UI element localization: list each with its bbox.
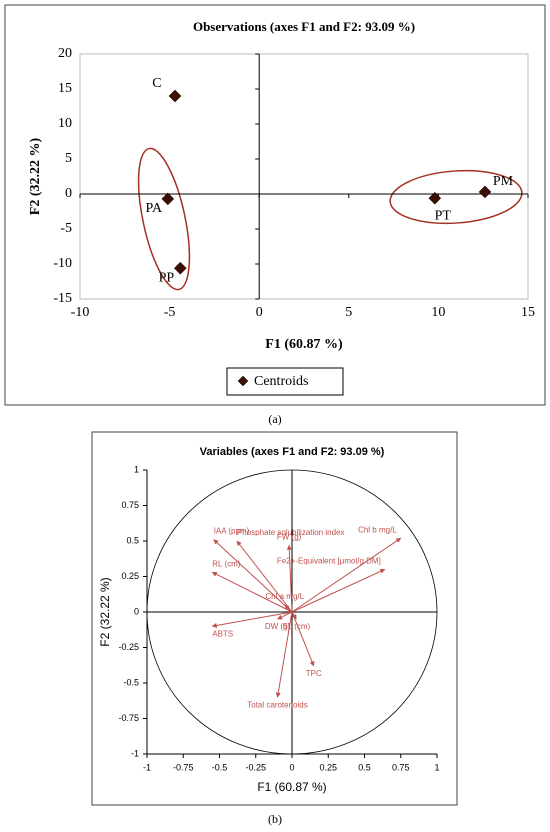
y-tick-label: 20 bbox=[58, 46, 72, 61]
y-tick-label: 5 bbox=[65, 151, 72, 166]
vector-label: Fe2+-Equivalent [μmol/g DM] bbox=[277, 557, 381, 566]
legend-marker bbox=[237, 375, 249, 387]
x-tick-label: 0.75 bbox=[392, 762, 410, 772]
point bbox=[478, 185, 492, 199]
y-tick-label: 0 bbox=[134, 606, 139, 616]
vector-label: FW (g) bbox=[277, 532, 302, 541]
y-tick-label: 10 bbox=[58, 116, 72, 131]
vector bbox=[211, 611, 293, 628]
x-tick-label: -0.75 bbox=[173, 762, 194, 772]
y-tick-label: 15 bbox=[58, 81, 72, 96]
vector bbox=[213, 539, 293, 613]
y-tick-label: -10 bbox=[53, 256, 72, 271]
y-tick-label: -15 bbox=[53, 291, 72, 306]
vector bbox=[275, 611, 293, 698]
x-tick-label: 0 bbox=[256, 305, 263, 320]
vector-label: SL (cm) bbox=[282, 622, 310, 631]
point-label: C bbox=[152, 76, 161, 91]
y-axis-label: F2 (32.22 %) bbox=[28, 137, 43, 215]
x-tick-label: 0.25 bbox=[319, 762, 337, 772]
vector bbox=[211, 571, 293, 613]
point bbox=[428, 191, 442, 205]
y-tick-label: -0.25 bbox=[118, 642, 139, 652]
x-tick-label: 0.5 bbox=[358, 762, 371, 772]
vector bbox=[291, 537, 402, 613]
point-label: PP bbox=[159, 270, 175, 285]
vector-label: IAA (ppm) bbox=[214, 527, 250, 536]
panel-frame bbox=[91, 431, 458, 806]
vector-label: Total carotenoids bbox=[247, 700, 307, 709]
vector-label: ABTS bbox=[212, 629, 233, 638]
point-label: PT bbox=[435, 208, 452, 223]
y-tick-label: 0 bbox=[65, 186, 72, 201]
x-tick-label: -1 bbox=[143, 762, 151, 772]
cluster-ellipse bbox=[137, 147, 191, 291]
vector-label: Chl a mg/L bbox=[265, 592, 304, 601]
x-tick-label: -10 bbox=[71, 305, 90, 320]
point bbox=[173, 261, 187, 275]
legend-box bbox=[226, 367, 344, 396]
vector bbox=[291, 568, 386, 613]
vector bbox=[291, 611, 315, 667]
vector-label: RL (cm) bbox=[212, 559, 240, 568]
vector-label: DW (g) bbox=[265, 622, 291, 631]
vector-label: Phosphate solubilization index bbox=[237, 528, 345, 537]
y-tick-label: 1 bbox=[134, 464, 139, 474]
point-label: PM bbox=[493, 174, 514, 189]
chart-title: Variables (axes F1 and F2: 93.09 %) bbox=[200, 446, 385, 458]
x-tick-label: -0.25 bbox=[245, 762, 266, 772]
vector bbox=[236, 540, 293, 613]
caption: (b) bbox=[268, 812, 282, 826]
x-tick-label: 1 bbox=[434, 762, 439, 772]
x-tick-label: 0 bbox=[289, 762, 294, 772]
x-tick-label: 15 bbox=[521, 305, 535, 320]
x-axis-label: F1 (60.87 %) bbox=[257, 780, 326, 794]
y-tick-label: -0.75 bbox=[118, 713, 139, 723]
point-label: PA bbox=[145, 201, 163, 216]
panel-frame bbox=[4, 4, 546, 406]
vector bbox=[277, 611, 293, 620]
y-tick-label: -5 bbox=[60, 221, 72, 236]
x-axis-label: F1 (60.87 %) bbox=[265, 337, 343, 352]
y-tick-label: 0.75 bbox=[121, 500, 139, 510]
x-tick-label: 5 bbox=[345, 305, 352, 320]
x-tick-label: -0.5 bbox=[212, 762, 228, 772]
legend-label: Centroids bbox=[254, 374, 308, 389]
y-tick-label: 0.25 bbox=[121, 571, 139, 581]
vector bbox=[284, 604, 293, 613]
x-tick-label: 10 bbox=[431, 305, 445, 320]
vector bbox=[286, 544, 293, 613]
chart-title: Observations (axes F1 and F2: 93.09 %) bbox=[193, 19, 415, 34]
y-tick-label: -0.5 bbox=[123, 677, 139, 687]
vector-label: Chl b mg/L bbox=[358, 525, 397, 534]
vector-label: TPC bbox=[306, 669, 322, 678]
caption: (a) bbox=[268, 412, 281, 426]
y-axis-label: F2 (32.22 %) bbox=[98, 577, 112, 646]
x-tick-label: -5 bbox=[164, 305, 176, 320]
y-tick-label: -1 bbox=[131, 748, 139, 758]
cluster-ellipse bbox=[389, 169, 523, 225]
y-tick-label: 0.5 bbox=[126, 535, 139, 545]
point bbox=[168, 89, 182, 103]
point bbox=[161, 192, 175, 206]
plot-frame bbox=[79, 53, 529, 300]
